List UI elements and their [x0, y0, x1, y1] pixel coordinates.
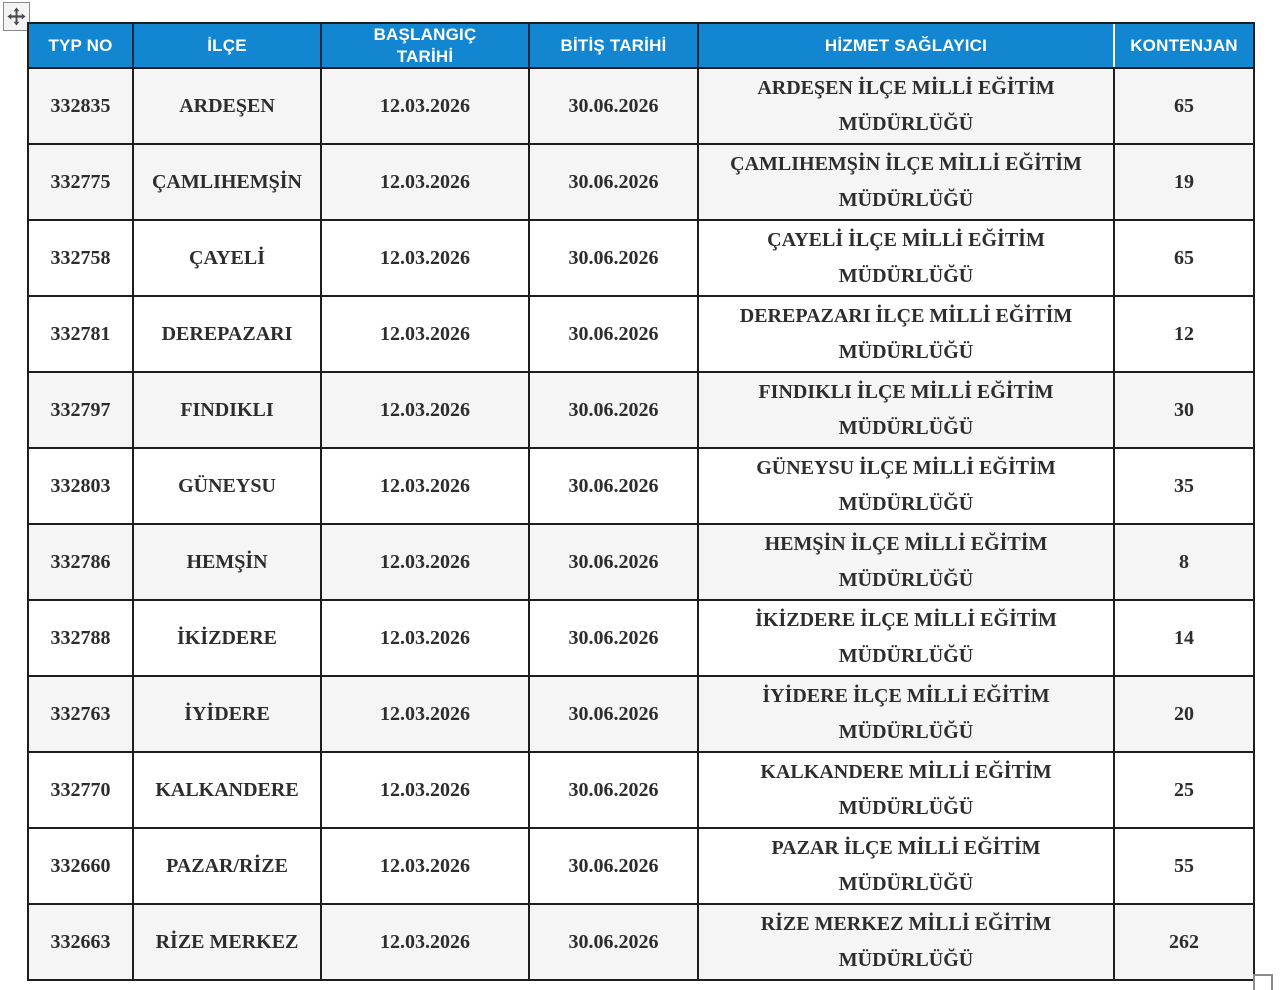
start-date-cell: 12.03.2026: [320, 827, 530, 905]
quota-cell: 19: [1113, 143, 1255, 221]
table-row: 332781 DEREPAZARI 12.03.2026 30.06.2026 DERE…: [27, 295, 1255, 373]
district-cell: RİZE MERKEZ: [132, 903, 322, 981]
start-date-cell: 12.03.2026: [320, 523, 530, 601]
provider-cell: PAZAR İLÇE MİLLİ EĞİTİM MÜDÜRLÜĞÜ: [697, 827, 1115, 905]
start-date-cell: 12.03.2026: [320, 675, 530, 753]
start-date-cell: 12.03.2026: [320, 751, 530, 829]
move-cross-icon: [7, 7, 26, 26]
typ-no-cell: 332758: [27, 219, 134, 297]
end-date-cell: 30.06.2026: [528, 371, 699, 449]
typ-no-cell: 332835: [27, 67, 134, 145]
quota-cell: 14: [1113, 599, 1255, 677]
start-date-cell: 12.03.2026: [320, 67, 530, 145]
table-row: 332775 ÇAMLIHEMŞİN 12.03.2026 30.06.2026 ÇAM…: [27, 143, 1255, 221]
provider-cell: ARDEŞEN İLÇE MİLLİ EĞİTİM MÜDÜRLÜĞÜ: [697, 67, 1115, 145]
quota-cell: 30: [1113, 371, 1255, 449]
table-header: TYP NO İLÇE BAŞLANGIÇ TARİHİ BİTİŞ TARİH…: [27, 22, 1254, 69]
quota-cell: 65: [1113, 67, 1255, 145]
quota-cell: 55: [1113, 827, 1255, 905]
provider-cell: ÇAYELİ İLÇE MİLLİ EĞİTİM MÜDÜRLÜĞÜ: [697, 219, 1115, 297]
table-row: 332770 KALKANDERE 12.03.2026 30.06.2026 KALK…: [27, 751, 1255, 829]
provider-cell: ÇAMLIHEMŞİN İLÇE MİLLİ EĞİTİM MÜDÜRLÜĞÜ: [697, 143, 1115, 221]
typ-no-cell: 332663: [27, 903, 134, 981]
start-date-cell: 12.03.2026: [320, 219, 530, 297]
typ-no-cell: 332803: [27, 447, 134, 525]
start-date-cell: 12.03.2026: [320, 447, 530, 525]
quota-cell: 65: [1113, 219, 1255, 297]
district-cell: İKİZDERE: [132, 599, 322, 677]
quota-cell: 20: [1113, 675, 1255, 753]
district-cell: HEMŞİN: [132, 523, 322, 601]
header-quota: KONTENJAN: [1113, 22, 1254, 69]
quota-cell: 8: [1113, 523, 1255, 601]
end-date-cell: 30.06.2026: [528, 827, 699, 905]
end-date-cell: 30.06.2026: [528, 219, 699, 297]
header-typ-no: TYP NO: [27, 22, 133, 69]
table-row: 332763 İYİDERE 12.03.2026 30.06.2026 İYİDERE…: [27, 675, 1255, 753]
end-date-cell: 30.06.2026: [528, 903, 699, 981]
start-date-cell: 12.03.2026: [320, 599, 530, 677]
district-cell: KALKANDERE: [132, 751, 322, 829]
table-row: 332835 ARDEŞEN 12.03.2026 30.06.2026 ARDEŞEN…: [27, 67, 1255, 145]
quota-cell: 262: [1113, 903, 1255, 981]
end-date-cell: 30.06.2026: [528, 599, 699, 677]
district-cell: ARDEŞEN: [132, 67, 322, 145]
typ-no-cell: 332775: [27, 143, 134, 221]
quota-cell: 35: [1113, 447, 1255, 525]
header-end-date: BİTİŞ TARİHİ: [528, 22, 698, 69]
typ-no-cell: 332660: [27, 827, 134, 905]
quota-table: TYP NO İLÇE BAŞLANGIÇ TARİHİ BİTİŞ TARİH…: [27, 22, 1255, 981]
header-start-date: BAŞLANGIÇ TARİHİ: [320, 22, 529, 69]
provider-cell: İKİZDERE İLÇE MİLLİ EĞİTİM MÜDÜRLÜĞÜ: [697, 599, 1115, 677]
district-cell: İYİDERE: [132, 675, 322, 753]
end-date-cell: 30.06.2026: [528, 447, 699, 525]
table-row: 332660 PAZAR/RİZE 12.03.2026 30.06.2026 PAZA…: [27, 827, 1255, 905]
end-date-cell: 30.06.2026: [528, 295, 699, 373]
table-move-handle[interactable]: [3, 2, 30, 31]
provider-cell: FINDIKLI İLÇE MİLLİ EĞİTİM MÜDÜRLÜĞÜ: [697, 371, 1115, 449]
provider-cell: GÜNEYSU İLÇE MİLLİ EĞİTİM MÜDÜRLÜĞÜ: [697, 447, 1115, 525]
table-row: 332758 ÇAYELİ 12.03.2026 30.06.2026 ÇAYELİ İ…: [27, 219, 1255, 297]
district-cell: FINDIKLI: [132, 371, 322, 449]
end-date-cell: 30.06.2026: [528, 143, 699, 221]
provider-cell: İYİDERE İLÇE MİLLİ EĞİTİM MÜDÜRLÜĞÜ: [697, 675, 1115, 753]
typ-no-cell: 332781: [27, 295, 134, 373]
table-row: 332803 GÜNEYSU 12.03.2026 30.06.2026 GÜNEYSU…: [27, 447, 1255, 525]
end-date-cell: 30.06.2026: [528, 751, 699, 829]
start-date-cell: 12.03.2026: [320, 371, 530, 449]
table-row: 332786 HEMŞİN 12.03.2026 30.06.2026 HEMŞİN İ…: [27, 523, 1255, 601]
typ-no-cell: 332786: [27, 523, 134, 601]
provider-cell: DEREPAZARI İLÇE MİLLİ EĞİTİM MÜDÜRLÜĞÜ: [697, 295, 1115, 373]
end-date-cell: 30.06.2026: [528, 67, 699, 145]
start-date-cell: 12.03.2026: [320, 295, 530, 373]
table-row: 332663 RİZE MERKEZ 12.03.2026 30.06.2026 RİZ…: [27, 903, 1255, 981]
header-provider: HİZMET SAĞLAYICI: [697, 22, 1114, 69]
typ-no-cell: 332763: [27, 675, 134, 753]
district-cell: PAZAR/RİZE: [132, 827, 322, 905]
typ-no-cell: 332770: [27, 751, 134, 829]
provider-cell: KALKANDERE MİLLİ EĞİTİM MÜDÜRLÜĞÜ: [697, 751, 1115, 829]
district-cell: DEREPAZARI: [132, 295, 322, 373]
provider-cell: RİZE MERKEZ MİLLİ EĞİTİM MÜDÜRLÜĞÜ: [697, 903, 1115, 981]
district-cell: ÇAMLIHEMŞİN: [132, 143, 322, 221]
provider-cell: HEMŞİN İLÇE MİLLİ EĞİTİM MÜDÜRLÜĞÜ: [697, 523, 1115, 601]
start-date-cell: 12.03.2026: [320, 903, 530, 981]
district-cell: GÜNEYSU: [132, 447, 322, 525]
district-cell: ÇAYELİ: [132, 219, 322, 297]
header-district: İLÇE: [132, 22, 321, 69]
start-date-cell: 12.03.2026: [320, 143, 530, 221]
header-row: TYP NO İLÇE BAŞLANGIÇ TARİHİ BİTİŞ TARİH…: [27, 22, 1254, 69]
table-row: 332788 İKİZDERE 12.03.2026 30.06.2026 İKİZDE…: [27, 599, 1255, 677]
table-resize-handle[interactable]: [1253, 974, 1273, 990]
typ-no-cell: 332788: [27, 599, 134, 677]
typ-no-cell: 332797: [27, 371, 134, 449]
end-date-cell: 30.06.2026: [528, 523, 699, 601]
quota-cell: 12: [1113, 295, 1255, 373]
end-date-cell: 30.06.2026: [528, 675, 699, 753]
table-row: 332797 FINDIKLI 12.03.2026 30.06.2026 FINDIK…: [27, 371, 1255, 449]
table-body: 332835 ARDEŞEN 12.03.2026 30.06.2026 ARDEŞEN…: [27, 67, 1255, 981]
quota-cell: 25: [1113, 751, 1255, 829]
